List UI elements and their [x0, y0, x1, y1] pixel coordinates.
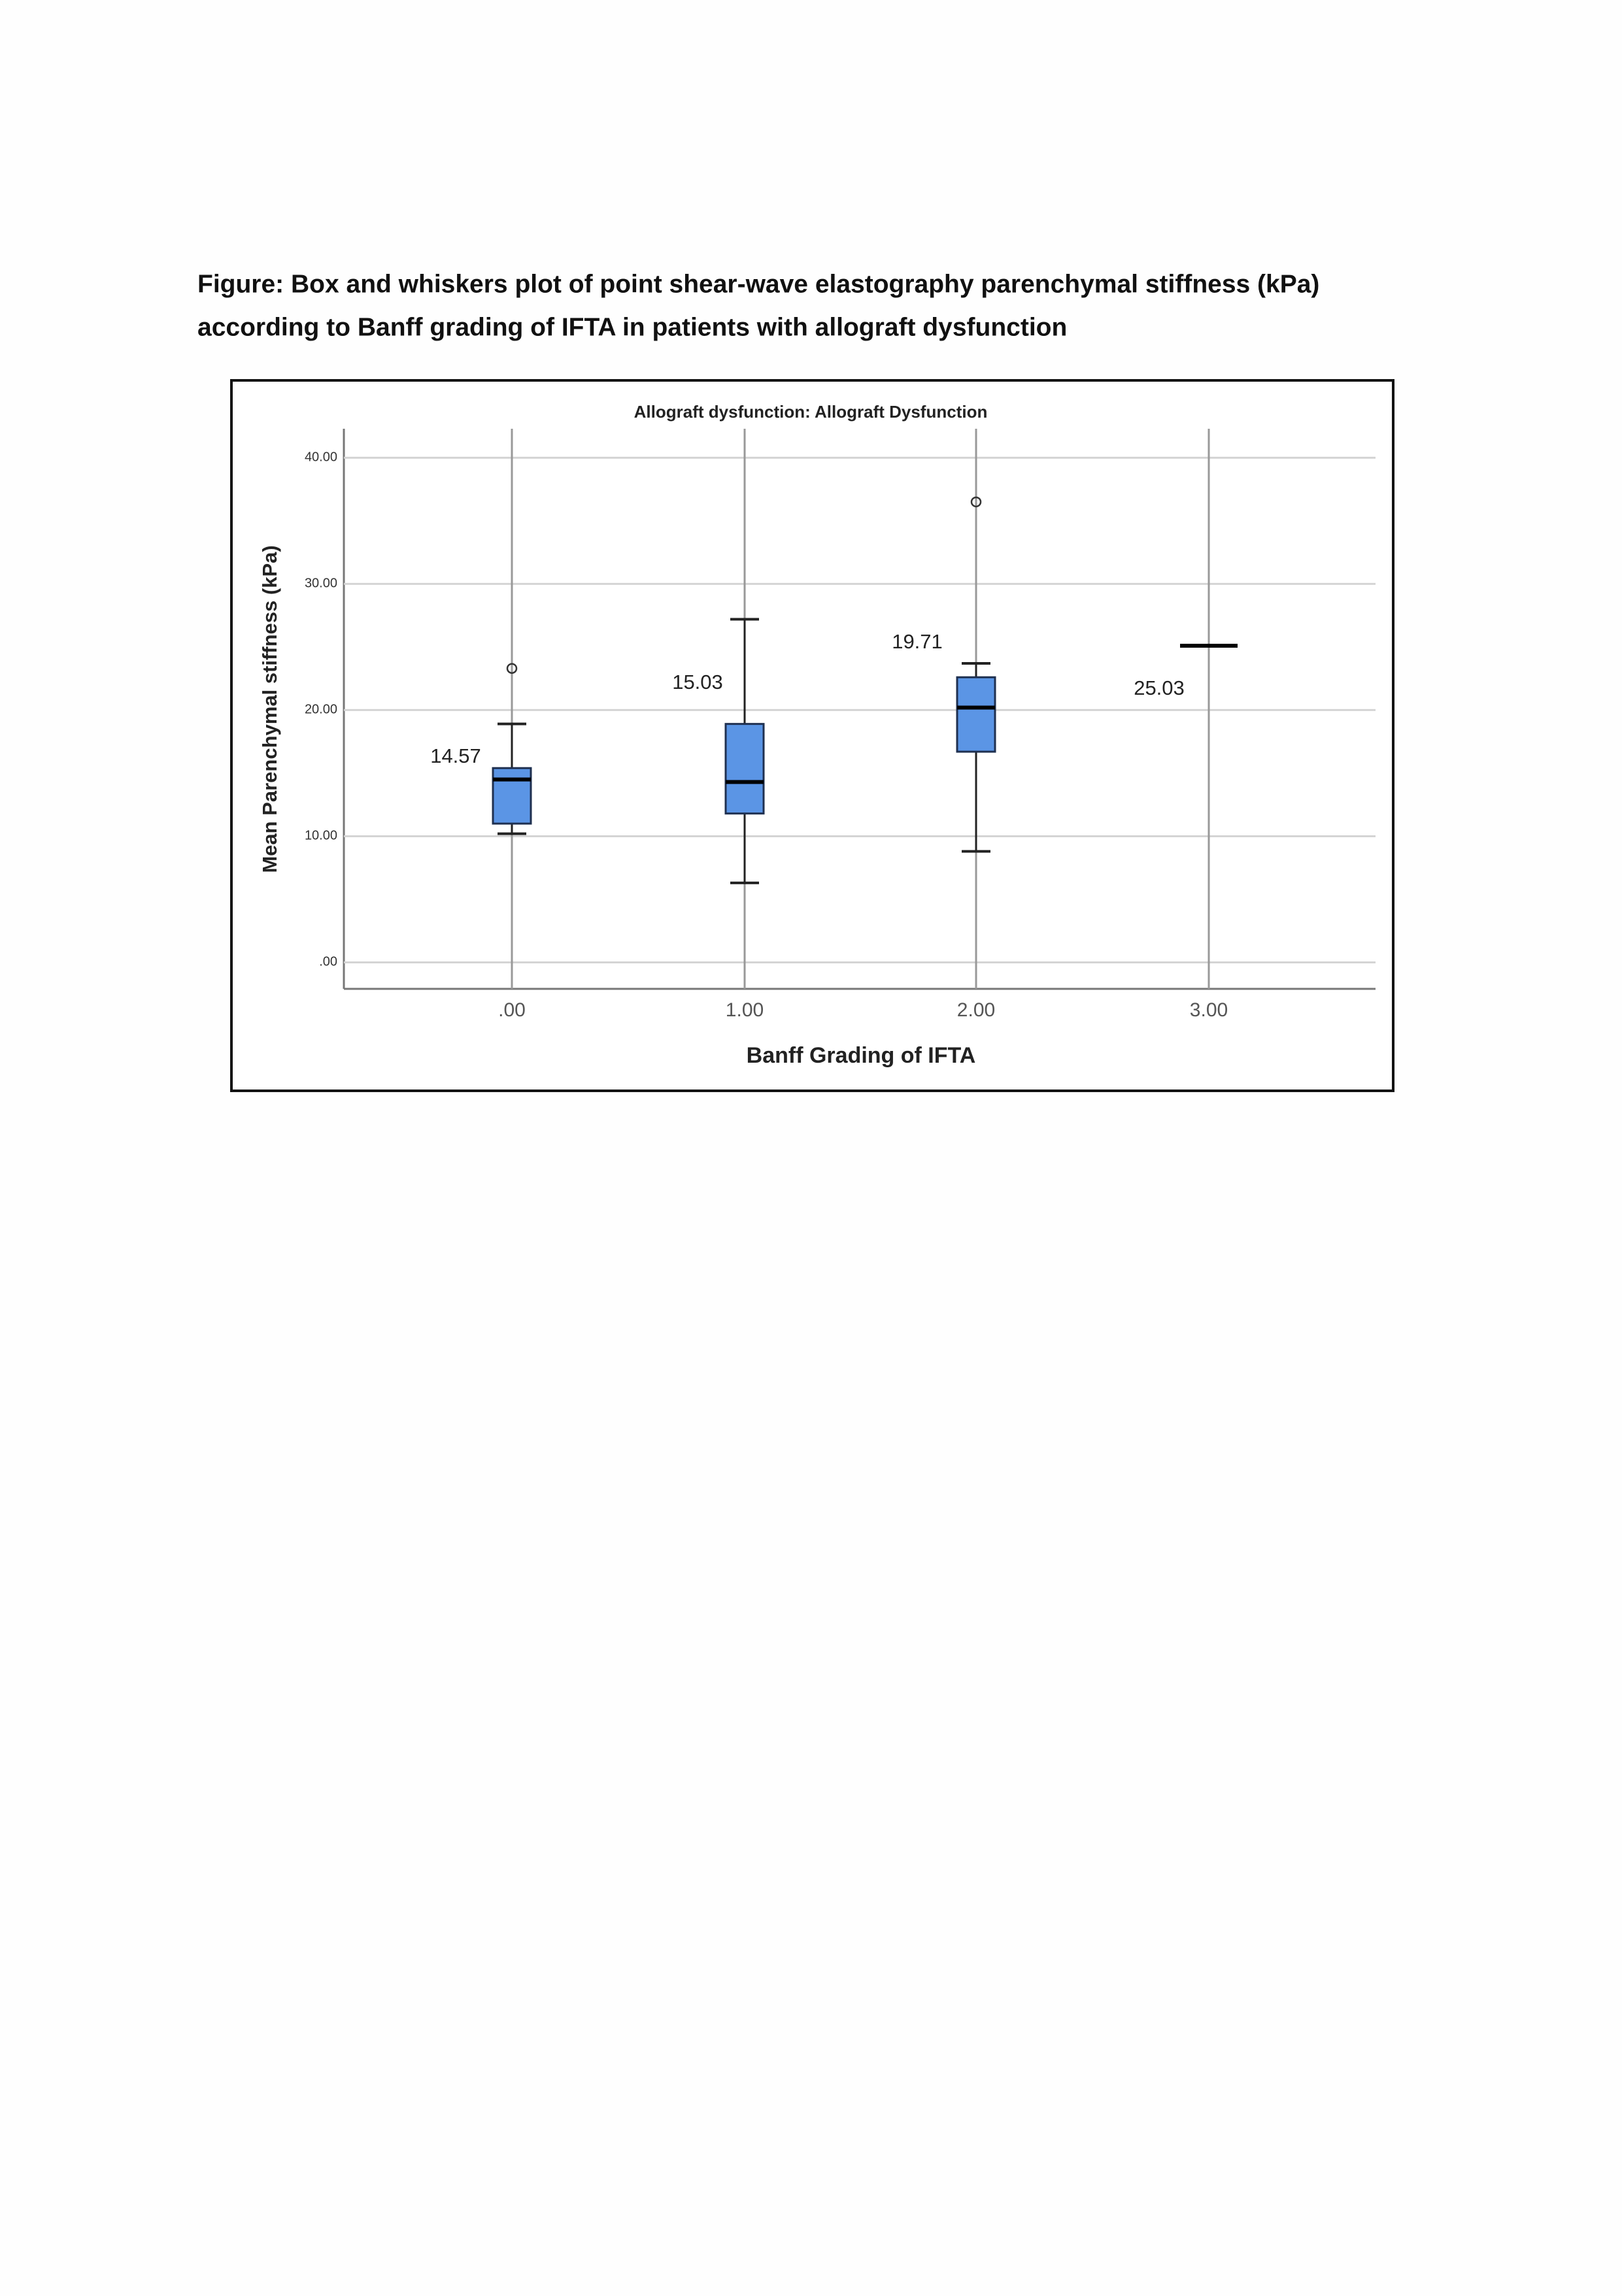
chart-title: Allograft dysfunction: Allograft Dysfunc…: [634, 402, 988, 422]
y-tick-label: .00: [319, 955, 337, 969]
y-tick-label: 10.00: [305, 829, 337, 843]
annotation: 15.03: [672, 671, 723, 693]
x-tick-label: 1.00: [726, 999, 764, 1021]
annotation: 14.57: [430, 744, 481, 767]
y-tick-label: 40.00: [305, 450, 337, 465]
x-tick-label: 3.00: [1190, 999, 1228, 1021]
x-axis-label: Banff Grading of IFTA: [747, 1043, 976, 1068]
box: [492, 767, 532, 825]
outlier: [506, 663, 518, 674]
y-tick-label: 30.00: [305, 576, 337, 591]
outlier: [970, 496, 982, 508]
caption-line: according to Banff grading of IFTA in pa…: [197, 313, 1067, 341]
annotation: 25.03: [1134, 676, 1185, 699]
box: [956, 676, 996, 753]
annotation: 19.71: [892, 630, 943, 653]
x-tick-label: .00: [498, 999, 526, 1021]
box: [724, 723, 765, 815]
y-axis-label: Mean Parenchymal stiffness (kPa): [258, 545, 281, 873]
x-tick-label: 2.00: [957, 999, 995, 1021]
caption-line: Figure: Box and whiskers plot of point s…: [197, 270, 1319, 298]
chart-frame: [230, 379, 1394, 1092]
y-tick-label: 20.00: [305, 703, 337, 717]
